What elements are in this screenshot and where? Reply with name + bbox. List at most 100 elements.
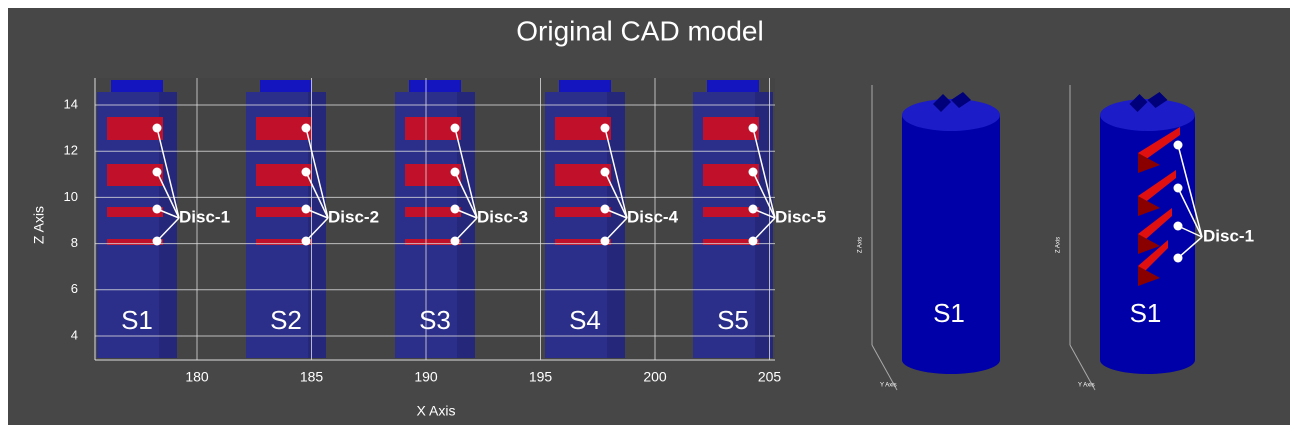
callout-line: [604, 127, 628, 219]
callout-dot: [1173, 221, 1183, 231]
disc: [703, 207, 759, 217]
disc: [256, 207, 312, 217]
left-plot: 180 185 190 195 200 205 14 12 10 8 6 4 Disc-1 S1 Disc-…: [64, 78, 826, 385]
x-tick-label: 205: [758, 369, 782, 385]
callout-dot: [301, 204, 311, 214]
callout-dot: [1173, 140, 1183, 150]
z-tick-label: 10: [64, 189, 78, 204]
z-tick-label: 12: [64, 143, 78, 158]
disc-label: Disc-1: [1203, 226, 1254, 245]
callout-dot: [450, 236, 460, 246]
callout-dot: [600, 167, 610, 177]
callout-dot: [301, 123, 311, 133]
x-tick-label: 180: [185, 369, 209, 385]
callout-dot: [152, 236, 162, 246]
disc: [256, 164, 312, 186]
z-tick-label: 14: [64, 96, 78, 111]
disc: [405, 239, 461, 245]
x-axis-label: X Axis: [417, 403, 456, 419]
z-tick-label: 6: [71, 281, 78, 296]
disc-side: [1138, 234, 1160, 254]
callout-dot: [301, 236, 311, 246]
x-tick-label: 195: [529, 369, 553, 385]
z-axis-label: Z Axis: [858, 237, 864, 253]
callout-line: [604, 217, 628, 242]
callout-line: [305, 217, 329, 242]
disc: [107, 239, 163, 245]
disc: [107, 207, 163, 217]
x-tick-label: 185: [300, 369, 324, 385]
z-axis-label: Z Axis: [1056, 237, 1062, 253]
cylinder: [902, 115, 1000, 374]
callout-line: [604, 171, 628, 219]
disc: [703, 239, 759, 245]
disc: [405, 117, 461, 140]
cylinder-shade: [308, 92, 326, 358]
z-tick-label: 4: [71, 327, 78, 342]
callout-dot: [600, 123, 610, 133]
sample-label: S1: [933, 298, 965, 328]
y-axis-label: Y Axis: [880, 383, 897, 389]
callout-line: [752, 217, 776, 242]
cylinder-top: [902, 99, 1000, 131]
disc: [107, 164, 163, 186]
disc-label: Disc-4: [627, 207, 679, 226]
callout-dot: [1173, 183, 1183, 193]
disc: [703, 164, 759, 186]
sample-label: S1: [121, 305, 153, 335]
callout-line: [752, 171, 776, 219]
disc: [1138, 170, 1176, 208]
disc: [1138, 127, 1180, 165]
disc-label: Disc-5: [775, 207, 826, 226]
disc: [555, 239, 611, 245]
callout-dot: [301, 167, 311, 177]
callout-dot: [450, 123, 460, 133]
disc: [405, 164, 461, 186]
disc: [555, 207, 611, 217]
disc-side: [1138, 196, 1160, 216]
callout-line: [454, 171, 478, 219]
callout-line: [305, 171, 329, 219]
disc: [703, 117, 759, 140]
sample-label: S2: [270, 305, 302, 335]
y-axis-label: Y Axis: [1078, 383, 1095, 389]
disc-label: Disc-3: [477, 207, 528, 226]
disc: [1138, 240, 1168, 278]
disc: [256, 117, 312, 140]
callout-dot: [748, 236, 758, 246]
cylinder-shade: [457, 92, 475, 358]
cylinder-shade: [755, 92, 773, 358]
engraving: [1129, 92, 1168, 112]
callout-dot: [600, 236, 610, 246]
sample-label: S5: [717, 305, 749, 335]
z-axis-label: Z Axis: [31, 206, 47, 244]
cylinder-cap: [409, 80, 461, 94]
disc-label: Disc-2: [328, 207, 379, 226]
x-tick-label: 200: [643, 369, 667, 385]
callout-dot: [450, 167, 460, 177]
engraving: [933, 92, 971, 112]
callout-line: [156, 171, 180, 219]
axis-line: [871, 344, 898, 391]
callout-dot: [748, 167, 758, 177]
axis-line: [1069, 344, 1096, 391]
callout-line: [156, 217, 180, 242]
disc: [555, 164, 611, 186]
callout-line: [156, 127, 180, 219]
callout-line: [305, 127, 329, 219]
cylinder-cap: [111, 80, 163, 94]
x-tick-label: 190: [414, 369, 438, 385]
disc: [107, 117, 163, 140]
callout-dot: [748, 204, 758, 214]
cylinder-shade: [607, 92, 625, 358]
sample-label: S4: [569, 305, 601, 335]
cylinder-cap: [707, 80, 759, 94]
disc: [405, 207, 461, 217]
sample-label: S3: [419, 305, 451, 335]
callout-line: [1177, 187, 1203, 238]
cylinder-top: [1100, 99, 1195, 131]
right-views: Z Axis Y Axis S1 Z Axis Y Axis S1 Disc-1: [858, 85, 1254, 391]
callout-line: [1177, 236, 1203, 259]
cylinder-shade: [159, 92, 177, 358]
